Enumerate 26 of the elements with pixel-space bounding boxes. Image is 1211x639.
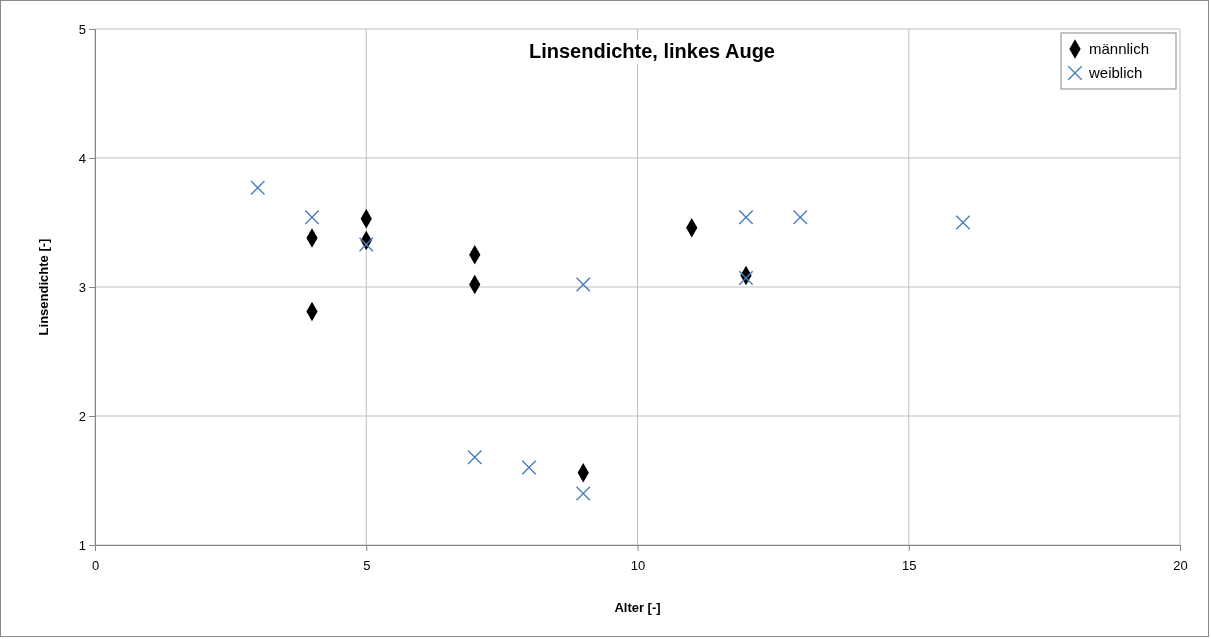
point xyxy=(575,485,591,501)
point xyxy=(738,209,754,225)
point xyxy=(250,180,266,196)
legend-label: männlich xyxy=(1089,40,1150,57)
point xyxy=(738,270,754,286)
y-tick-label: 3 xyxy=(78,279,86,295)
point xyxy=(467,449,483,465)
point xyxy=(575,276,591,292)
x-tick-label: 5 xyxy=(363,557,371,573)
point xyxy=(955,215,971,230)
y-tick-label: 4 xyxy=(78,150,86,166)
x-tick-label: 10 xyxy=(630,557,646,573)
point xyxy=(521,460,537,476)
x-tick-label: 15 xyxy=(902,557,917,573)
x-tick-label: 20 xyxy=(1173,557,1188,573)
legend-label: weiblich xyxy=(1088,64,1143,81)
point xyxy=(358,237,374,252)
point xyxy=(304,209,320,225)
y-tick-label: 5 xyxy=(78,21,86,37)
point xyxy=(792,209,808,225)
x-tick-label: 0 xyxy=(91,557,100,573)
y-tick-label: 2 xyxy=(78,408,86,424)
y-axis-title: Linsendichte [-] xyxy=(36,238,51,336)
text: Linsendichte, linkes Auge xyxy=(529,40,775,62)
y-tick-label: 1 xyxy=(78,537,86,553)
x-axis-title: Alter [-] xyxy=(614,600,661,615)
